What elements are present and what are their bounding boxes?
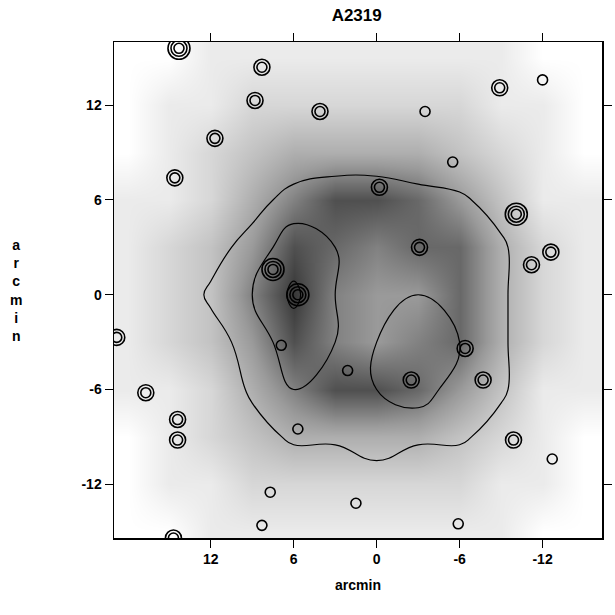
svg-text:-12: -12 (532, 551, 552, 567)
svg-text:0: 0 (373, 551, 381, 567)
svg-text:12: 12 (203, 551, 219, 567)
svg-text:arcmin: arcmin (335, 577, 381, 593)
svg-text:12: 12 (86, 97, 102, 113)
svg-text:A2319: A2319 (332, 6, 382, 25)
svg-text:-12: -12 (81, 476, 101, 492)
svg-text:6: 6 (94, 192, 102, 208)
svg-text:-6: -6 (89, 381, 102, 397)
svg-text:0: 0 (94, 287, 102, 303)
svg-text:-6: -6 (453, 551, 466, 567)
svg-text:arcmin: arcmin (10, 237, 22, 344)
svg-text:6: 6 (290, 551, 298, 567)
